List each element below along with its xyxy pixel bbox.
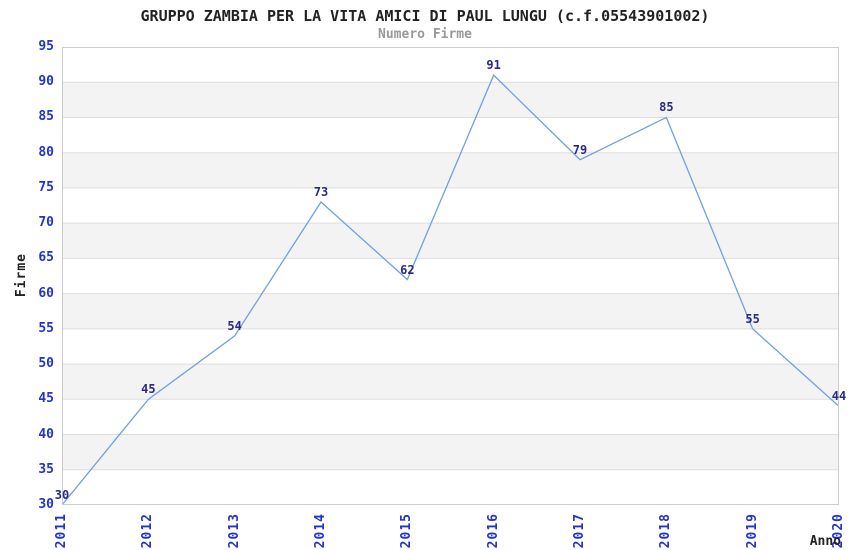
value-label: 62 [400, 262, 415, 277]
y-tick-label: 75 [38, 179, 54, 195]
value-label: 91 [486, 58, 501, 73]
y-tick-label: 55 [38, 320, 54, 336]
chart-subtitle: Numero Firme [378, 27, 472, 42]
value-label: 79 [572, 142, 588, 157]
y-tick-label: 80 [38, 144, 54, 160]
y-tick-label: 85 [38, 109, 54, 125]
y-tick-label: 45 [38, 391, 54, 407]
y-tick-label: 70 [38, 215, 54, 231]
x-tick-label: 2014 [313, 513, 328, 549]
y-tick-label: 40 [38, 426, 54, 442]
y-tick-label: 60 [38, 285, 54, 301]
x-axis-title: Anno [809, 534, 841, 549]
y-tick-label: 50 [38, 356, 54, 372]
value-label: 45 [141, 382, 156, 397]
value-label: 30 [54, 488, 70, 502]
plot-area [62, 47, 839, 505]
y-tick-label: 90 [38, 74, 54, 90]
x-tick-label: 2011 [54, 513, 69, 549]
x-tick-label: 2017 [572, 513, 587, 549]
x-tick-label: 2013 [226, 513, 242, 549]
x-tick-label: 2012 [140, 513, 156, 549]
x-tick-label: 2016 [485, 513, 501, 549]
x-tick-label: 2015 [399, 513, 415, 549]
value-label: 85 [659, 100, 674, 115]
value-label: 44 [831, 389, 847, 404]
line-plot [62, 47, 839, 505]
y-tick-label: 95 [38, 39, 54, 54]
value-label: 73 [313, 185, 329, 199]
x-tick-label: 2018 [658, 513, 674, 549]
value-label: 55 [745, 311, 760, 326]
value-label: 54 [227, 318, 242, 333]
data-line [62, 74, 839, 505]
x-tick-label: 2019 [744, 513, 760, 549]
chart-title: GRUPPO ZAMBIA PER LA VITA AMICI DI PAUL … [140, 7, 710, 25]
y-tick-label: 35 [38, 461, 54, 477]
y-tick-label: 65 [38, 250, 54, 266]
y-tick-label: 30 [38, 497, 54, 512]
